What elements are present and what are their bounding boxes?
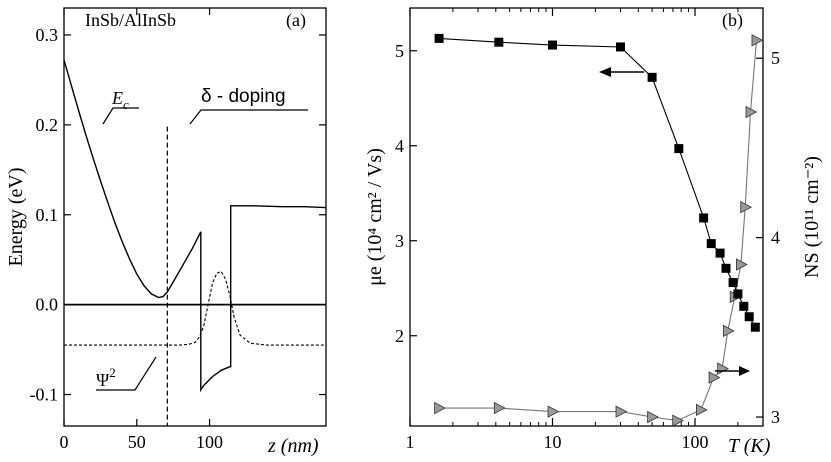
psi2-curve xyxy=(64,270,326,346)
panel-a-frame xyxy=(63,7,327,427)
panel-b-ylabel-left: μe (10⁴ cm² / Vs) xyxy=(364,148,386,286)
panel-a-ytick-label: -0.1 xyxy=(30,385,59,405)
panel-a-energy-profile: 0 50 100 0.3 0.2 0.1 0.0 -0.1 InSb/AlInSb (a) E… xyxy=(5,7,327,457)
ec-curve xyxy=(63,59,327,393)
panel-b-transport: 1 10 100 2 3 4 5 3 4 5 (b) μe (10⁴ cm² / Vs) NS (… xyxy=(364,7,823,457)
panel-a-xlabel: z (nm) xyxy=(267,435,319,457)
density-marker xyxy=(751,34,764,47)
panel-a-xtick-label: 100 xyxy=(196,432,223,452)
mobility-marker xyxy=(434,33,444,43)
panel-a-xtick-label: 50 xyxy=(128,432,146,452)
right-axis-arrow xyxy=(715,366,750,376)
mobility-marker xyxy=(674,144,684,154)
panel-a-ylabel: Energy (eV) xyxy=(5,167,27,266)
panel-b-xtick-label: 10 xyxy=(544,432,562,452)
density-marker xyxy=(615,405,628,418)
panel-a-ticks: 0 50 100 0.3 0.2 0.1 0.0 -0.1 xyxy=(30,8,326,452)
density-marker xyxy=(745,105,758,119)
panel-b-ytick-left-label: 2 xyxy=(395,326,404,346)
panel-b-frame xyxy=(409,7,764,427)
panel-a-ytick-label: 0.2 xyxy=(36,115,59,135)
mobility-marker xyxy=(494,37,504,47)
density-marker xyxy=(434,401,446,415)
panel-b-xlabel: T (K) xyxy=(728,435,771,457)
mobility-marker xyxy=(733,289,743,299)
mobility-marker xyxy=(548,40,558,50)
density-marker xyxy=(722,324,735,338)
panel-b-xtick-label: 100 xyxy=(682,432,709,452)
panel-b-tag: (b) xyxy=(722,10,743,31)
panel-a-series xyxy=(63,59,327,393)
density-marker xyxy=(740,200,753,214)
panel-b-xtick-label: 1 xyxy=(406,432,415,452)
panel-a-ytick-label: 0.1 xyxy=(36,205,59,225)
mobility-marker xyxy=(706,239,716,249)
panel-a-ytick-label: 0.3 xyxy=(36,25,59,45)
mobility-marker xyxy=(715,248,725,258)
density-marker xyxy=(493,401,506,415)
density-marker xyxy=(547,405,560,418)
panel-b-ytick-left-label: 4 xyxy=(395,136,404,156)
panel-b-ytick-right-label: 5 xyxy=(771,48,780,68)
mobility-marker xyxy=(615,42,625,52)
psi2-label: Ψ2 xyxy=(96,365,116,390)
psi2-label-leader xyxy=(96,356,157,391)
panel-b-ytick-right-label: 3 xyxy=(771,407,780,427)
ec-label: Ec xyxy=(111,88,129,112)
mobility-marker xyxy=(750,322,760,332)
mobility-marker xyxy=(647,72,657,82)
mobility-marker xyxy=(728,278,738,288)
panel-b-markers xyxy=(434,33,764,427)
mobility-line xyxy=(439,37,756,328)
mobility-marker xyxy=(744,312,754,322)
mobility-marker xyxy=(721,263,731,273)
panel-b-lines xyxy=(439,37,758,422)
left-axis-arrow xyxy=(599,67,644,77)
panel-b-ytick-right-label: 4 xyxy=(771,228,780,248)
panel-a-tag: (a) xyxy=(286,10,306,31)
density-marker xyxy=(647,410,659,424)
density-line xyxy=(439,40,758,422)
panel-b-ytick-left-label: 5 xyxy=(395,41,404,61)
density-marker xyxy=(672,414,685,427)
panel-a-ytick-label: 0.0 xyxy=(36,295,59,315)
panel-b-ticks: 1 10 100 2 3 4 5 3 4 5 xyxy=(395,8,780,452)
density-marker xyxy=(708,371,721,384)
mobility-marker xyxy=(699,213,709,223)
ec-label-leader xyxy=(102,107,139,125)
panel-a-title: InSb/AlInSb xyxy=(85,10,176,30)
delta-doping-leader xyxy=(189,109,308,125)
panel-b-ylabel-right: NS (10¹¹ cm⁻²) xyxy=(801,156,823,278)
density-marker xyxy=(736,258,748,271)
density-marker xyxy=(696,403,708,417)
delta-doping-label: δ - doping xyxy=(201,86,286,107)
panel-a-xtick-label: 0 xyxy=(60,432,69,452)
panel-b-ytick-left-label: 3 xyxy=(395,231,404,251)
mobility-marker xyxy=(739,301,749,311)
